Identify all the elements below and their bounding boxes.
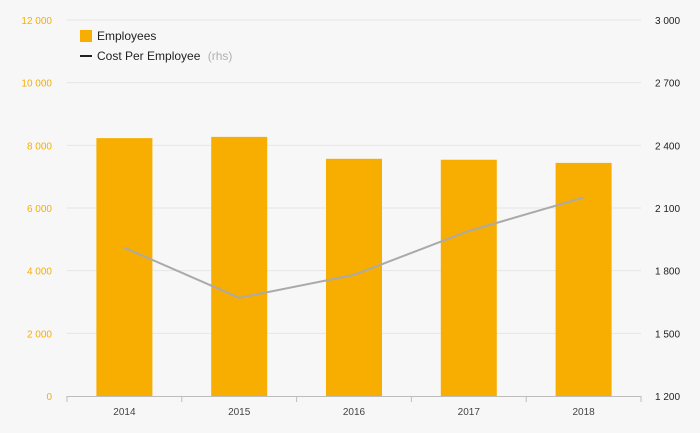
legend-label-cost-per-employee-name: Cost Per Employee: [97, 49, 201, 63]
right-tick-label: 2 400: [655, 141, 680, 152]
right-y-axis: 1 200 1 500 1 800 2 100 2 400 2 700 3 000: [655, 16, 680, 403]
x-tick-label-2018: 2018: [572, 407, 595, 418]
legend: Employees Cost Per Employee (rhs): [80, 29, 232, 63]
left-tick-label: 0: [46, 392, 52, 403]
right-tick-label: 3 000: [655, 16, 680, 27]
bar-employees-2014: [96, 138, 153, 397]
legend-label-rhs: (rhs): [208, 49, 233, 63]
left-y-axis: 0 2 000 4 000 6 000 8 000 10 000 12 000: [21, 16, 52, 403]
legend-label-cost-per-employee: Cost Per Employee (rhs): [97, 49, 232, 63]
right-tick-label: 1 800: [655, 267, 680, 278]
left-tick-label: 6 000: [27, 204, 52, 215]
right-tick-label: 1 200: [655, 392, 680, 403]
x-axis: [66, 396, 642, 402]
bar-employees-2016: [326, 158, 382, 396]
right-tick-label: 2 700: [655, 79, 680, 90]
line-series-cost-per-employee: [123, 196, 584, 299]
right-tick-label: 2 100: [655, 204, 680, 215]
bar-employees-2017: [440, 159, 497, 396]
left-tick-label: 4 000: [27, 267, 52, 278]
x-axis-labels: 2014 2015 2016 2017 2018: [113, 407, 595, 418]
legend-swatch-employees: [80, 30, 92, 42]
right-tick-label: 1 500: [655, 329, 680, 340]
left-tick-label: 12 000: [21, 16, 52, 27]
legend-label-employees: Employees: [97, 29, 156, 43]
bar-employees-2018: [555, 162, 612, 396]
left-tick-label: 10 000: [21, 79, 52, 90]
x-tick-label-2017: 2017: [458, 407, 481, 418]
left-tick-label: 2 000: [27, 329, 52, 340]
bar-employees-2015: [211, 136, 268, 396]
x-tick-label-2015: 2015: [228, 407, 251, 418]
x-tick-label-2016: 2016: [343, 407, 366, 418]
x-tick-label-2014: 2014: [113, 407, 136, 418]
left-tick-label: 8 000: [27, 141, 52, 152]
bar-series-employees: [96, 136, 612, 397]
